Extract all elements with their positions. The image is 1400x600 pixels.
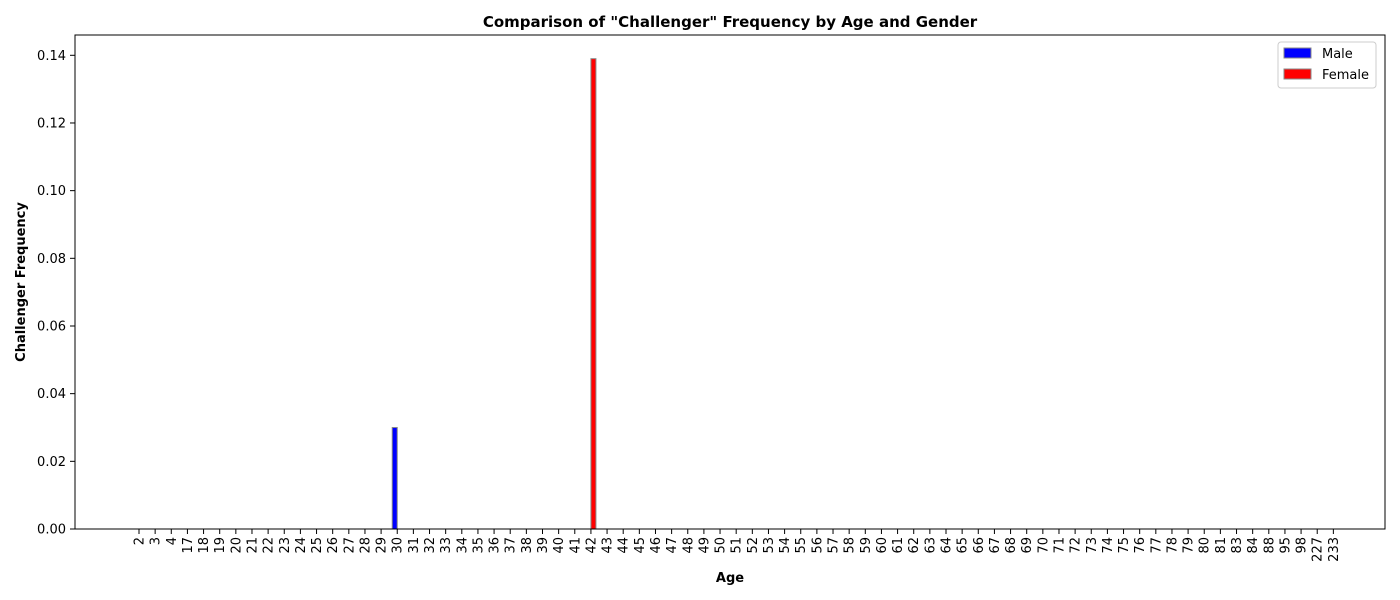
- x-tick-label: 57: [827, 537, 842, 554]
- x-tick-label: 70: [1036, 537, 1051, 554]
- x-tick-label: 79: [1182, 537, 1197, 554]
- x-tick-label: 60: [875, 537, 890, 554]
- x-tick-label: 81: [1214, 537, 1229, 554]
- x-tick-label: 31: [407, 537, 422, 554]
- y-tick-label: 0.14: [37, 49, 66, 64]
- legend-swatch-female: [1283, 68, 1312, 80]
- x-tick-label: 51: [730, 537, 745, 554]
- x-tick-label: 83: [1230, 537, 1245, 554]
- x-tick-label: 23: [278, 537, 293, 554]
- y-tick-label: 0.08: [37, 252, 66, 267]
- x-tick-label: 64: [940, 537, 955, 554]
- bars-layer: [391, 58, 597, 530]
- x-tick-label: 75: [1117, 537, 1132, 554]
- x-tick-label: 56: [810, 537, 825, 554]
- y-tick-label: 0.10: [37, 184, 66, 199]
- x-tick-label: 66: [972, 537, 987, 554]
- plot-frame: [74, 34, 1386, 530]
- x-tick-label: 3: [149, 537, 164, 545]
- x-tick-label: 77: [1149, 537, 1164, 554]
- x-tick-label: 88: [1262, 537, 1277, 554]
- x-tick-label: 71: [1052, 537, 1067, 554]
- x-tick-label: 73: [1085, 537, 1100, 554]
- x-tick-label: 80: [1198, 537, 1213, 554]
- x-tick-label: 39: [536, 537, 551, 554]
- x-tick-label: 52: [746, 537, 761, 554]
- x-tick-label: 59: [859, 537, 874, 554]
- x-tick-label: 227: [1311, 537, 1326, 562]
- x-tick-label: 67: [988, 537, 1003, 554]
- x-tick-label: 29: [375, 537, 390, 554]
- x-tick-label: 17: [181, 537, 196, 554]
- y-tick-label: 0.04: [37, 387, 66, 402]
- x-tick-label: 74: [1101, 537, 1116, 554]
- x-tick-label: 25: [310, 537, 325, 554]
- x-tick-label: 69: [1020, 537, 1035, 554]
- x-tick-label: 47: [665, 537, 680, 554]
- x-tick-label: 20: [229, 537, 244, 554]
- y-axis-label: Challenger Frequency: [14, 202, 29, 362]
- x-tick-label: 42: [584, 537, 599, 554]
- legend: Male Female: [1277, 41, 1377, 89]
- x-tick-label: 32: [423, 537, 438, 554]
- x-tick-label: 38: [520, 537, 535, 554]
- x-tick-label: 22: [262, 537, 277, 554]
- bar-male-30: [391, 426, 398, 530]
- x-tick-label: 49: [697, 537, 712, 554]
- x-tick-label: 98: [1295, 537, 1310, 554]
- x-tick-label: 72: [1069, 537, 1084, 554]
- x-tick-label: 63: [923, 537, 938, 554]
- x-tick-label: 30: [391, 537, 406, 554]
- x-tick-label: 21: [245, 537, 260, 554]
- x-tick-label: 41: [568, 537, 583, 554]
- x-tick-label: 53: [762, 537, 777, 554]
- x-tick-label: 76: [1133, 537, 1148, 554]
- x-tick-label: 36: [488, 537, 503, 554]
- x-tick-label: 40: [552, 537, 567, 554]
- legend-swatch-male: [1283, 47, 1312, 59]
- legend-label-female: Female: [1322, 68, 1369, 83]
- x-tick-label: 68: [1004, 537, 1019, 554]
- x-tick-label: 58: [843, 537, 858, 554]
- x-tick-label: 48: [681, 537, 696, 554]
- x-tick-label: 65: [956, 537, 971, 554]
- x-tick-label: 45: [633, 537, 648, 554]
- bar-female-42: [590, 58, 597, 530]
- y-tick-label: 0.00: [37, 523, 66, 538]
- x-tick-label: 34: [455, 537, 470, 554]
- x-tick-label: 84: [1246, 537, 1261, 554]
- x-tick-label: 54: [778, 537, 793, 554]
- x-tick-label: 46: [649, 537, 664, 554]
- y-axis: 0.00 0.02 0.04 0.06 0.08 0.10 0.12 0.14: [37, 49, 75, 538]
- x-tick-label: 19: [213, 537, 228, 554]
- x-tick-label: 43: [601, 537, 616, 554]
- legend-label-male: Male: [1322, 47, 1353, 62]
- y-tick-label: 0.06: [37, 319, 66, 334]
- x-tick-label: 61: [891, 537, 906, 554]
- x-tick-label: 37: [504, 537, 519, 554]
- x-tick-label: 27: [342, 537, 357, 554]
- x-tick-label: 95: [1278, 537, 1293, 554]
- x-tick-label: 4: [165, 537, 180, 545]
- y-tick-label: 0.02: [37, 455, 66, 470]
- x-tick-label: 35: [471, 537, 486, 554]
- x-tick-label: 26: [326, 537, 341, 554]
- x-axis-label: Age: [716, 571, 744, 586]
- x-tick-label: 18: [197, 537, 212, 554]
- y-tick-label: 0.12: [37, 116, 66, 131]
- x-tick-label: 62: [907, 537, 922, 554]
- chart-title: Comparison of "Challenger" Frequency by …: [483, 13, 978, 31]
- x-tick-label: 24: [294, 537, 309, 554]
- x-tick-label: 233: [1327, 537, 1342, 562]
- x-tick-label: 78: [1165, 537, 1180, 554]
- x-axis: 2 3 4 17 18 19 20 21 22 23 24 25 26 27 28 29 30 31 32 33 34 3…: [133, 529, 1342, 562]
- x-tick-label: 55: [794, 537, 809, 554]
- x-tick-label: 2: [133, 537, 148, 545]
- x-tick-label: 44: [617, 537, 632, 554]
- x-tick-label: 33: [439, 537, 454, 554]
- x-tick-label: 50: [714, 537, 729, 554]
- x-tick-label: 28: [358, 537, 373, 554]
